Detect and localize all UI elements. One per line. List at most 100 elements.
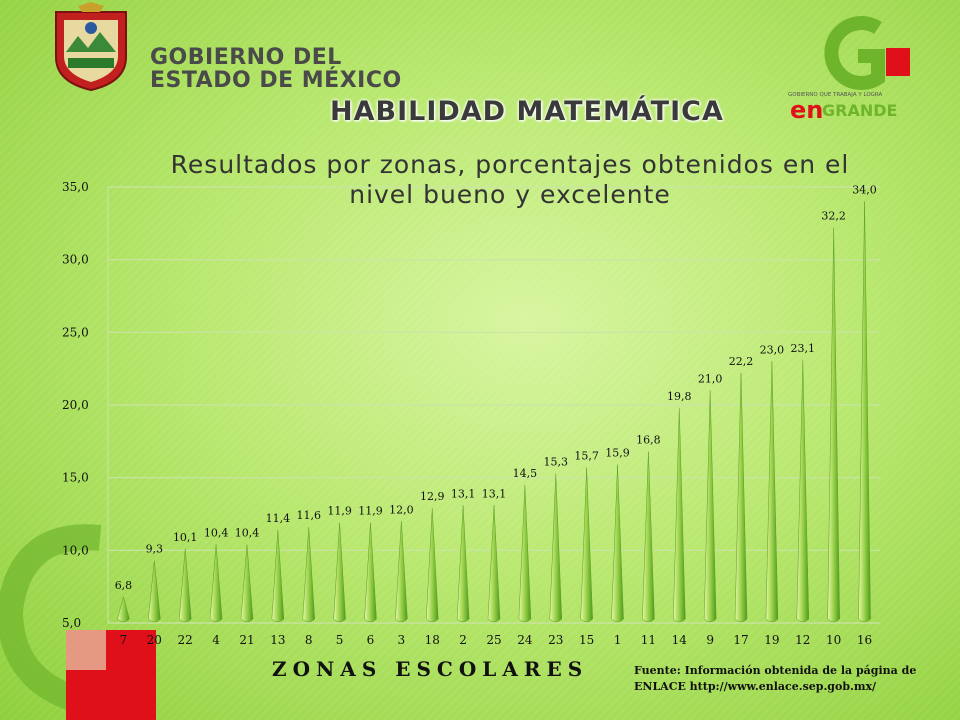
bar — [456, 505, 470, 623]
bar — [333, 522, 346, 623]
data-label: 11,9 — [327, 505, 352, 518]
engrande-logo: GOBIERNO QUE TRABAJA Y LOGRA en GRANDE — [788, 16, 910, 124]
bar — [209, 544, 223, 623]
x-tick-label: 24 — [517, 633, 533, 647]
bar — [271, 529, 285, 623]
bar — [580, 467, 593, 623]
data-label: 15,7 — [574, 449, 599, 462]
bar — [364, 522, 377, 623]
decorative-g-shape — [0, 524, 156, 720]
gov-line-1: GOBIERNO DEL — [150, 45, 342, 70]
x-tick-label: 13 — [270, 633, 285, 647]
x-tick-label: 2 — [459, 633, 467, 647]
x-tick-label: 7 — [120, 633, 128, 647]
chart-title: Resultados por zonas, porcentajes obteni… — [170, 150, 850, 209]
data-label: 11,4 — [266, 512, 291, 525]
x-tick-label: 9 — [706, 633, 714, 647]
x-tick-label: 5 — [336, 633, 344, 647]
data-label: 11,9 — [358, 505, 383, 518]
x-tick-label: 22 — [178, 633, 193, 647]
x-tick-label: 19 — [764, 633, 779, 647]
bar — [642, 451, 655, 623]
engrande-grande: GRANDE — [822, 101, 897, 120]
y-tick-label: 20,0 — [62, 398, 89, 412]
x-tick-label: 12 — [795, 633, 810, 647]
data-label: 23,0 — [760, 343, 785, 356]
data-label: 22,2 — [729, 355, 754, 368]
x-tick-label: 1 — [614, 633, 622, 647]
data-label: 11,6 — [296, 509, 321, 522]
bar — [240, 544, 254, 623]
bars — [117, 201, 871, 623]
x-tick-label: 21 — [239, 633, 254, 647]
data-label: 19,8 — [667, 390, 692, 403]
x-tick-label: 20 — [147, 633, 162, 647]
bar — [673, 407, 686, 623]
engrande-slogan: GOBIERNO QUE TRABAJA Y LOGRA — [788, 92, 883, 98]
y-tick-label: 30,0 — [62, 253, 89, 267]
x-axis-ticks: 7 20 22 4 21 13 8 5 6 3 18 2 25 24 23 15 1 11 14 9 17 19 12 10 1… — [120, 633, 873, 647]
x-tick-label: 18 — [425, 633, 440, 647]
x-tick-label: 25 — [486, 633, 501, 647]
x-tick-label: 15 — [579, 633, 594, 647]
x-tick-label: 14 — [672, 633, 688, 647]
source-note: Fuente: Información obtenida de la págin… — [634, 664, 917, 693]
x-tick-label: 6 — [367, 633, 375, 647]
bar — [611, 464, 624, 623]
y-tick-label: 15,0 — [62, 471, 89, 485]
data-label: 23,1 — [791, 342, 816, 355]
grid-lines — [107, 186, 880, 624]
bar — [734, 373, 748, 623]
y-tick-label: 10,0 — [62, 543, 89, 557]
data-label: 15,3 — [544, 455, 569, 468]
data-label: 16,8 — [636, 434, 661, 447]
x-tick-label: 23 — [548, 633, 563, 647]
slide-title: HABILIDAD MATEMÁTICA — [330, 96, 724, 127]
bar — [549, 473, 563, 623]
bar — [148, 560, 161, 623]
x-tick-label: 4 — [212, 633, 220, 647]
bar — [796, 359, 810, 623]
data-label: 6,8 — [115, 579, 133, 592]
engrande-en: en — [790, 96, 823, 124]
government-name: GOBIERNO DEL ESTADO DE MÉXICO — [150, 46, 402, 92]
data-label: 34,0 — [852, 184, 877, 197]
gov-line-2: ESTADO DE MÉXICO — [150, 68, 402, 94]
data-label: 10,1 — [173, 531, 198, 544]
bar — [302, 527, 315, 623]
bar — [425, 508, 439, 623]
data-label: 10,4 — [204, 527, 229, 540]
x-tick-label: 10 — [826, 633, 841, 647]
x-tick-label: 8 — [305, 633, 313, 647]
data-label: 12,0 — [389, 503, 414, 516]
x-tick-label: 3 — [398, 633, 406, 647]
bar — [765, 361, 779, 623]
y-tick-label: 5,0 — [62, 616, 81, 630]
data-label: 10,4 — [235, 527, 260, 540]
data-label: 14,5 — [513, 467, 538, 480]
x-tick-label: 16 — [857, 633, 872, 647]
data-label: 21,0 — [698, 372, 723, 385]
x-tick-label: 17 — [733, 633, 748, 647]
y-tick-label: 25,0 — [62, 325, 89, 339]
bar — [827, 227, 840, 623]
data-labels: 6,8 9,3 10,1 10,4 10,4 11,4 11,6 11,9 11,9 12,0 12… — [115, 184, 877, 592]
bar — [395, 521, 408, 623]
x-tick-label: 11 — [641, 633, 656, 647]
data-label: 12,9 — [420, 490, 445, 503]
bar — [117, 595, 130, 623]
data-label: 9,3 — [146, 543, 164, 556]
data-label: 15,9 — [605, 447, 630, 460]
data-label: 13,1 — [451, 487, 476, 500]
y-axis-ticks: 5,0 10,0 15,0 20,0 25,0 30,0 35,0 — [62, 180, 89, 630]
bar — [518, 484, 532, 623]
y-tick-label: 35,0 — [62, 180, 89, 194]
bar — [858, 201, 871, 623]
data-label: 13,1 — [482, 487, 507, 500]
coat-of-arms-logo — [55, 2, 127, 92]
x-axis-label: ZONAS ESCOLARES — [272, 657, 589, 681]
bar — [703, 390, 717, 623]
bar — [178, 548, 192, 623]
bar — [487, 505, 501, 623]
